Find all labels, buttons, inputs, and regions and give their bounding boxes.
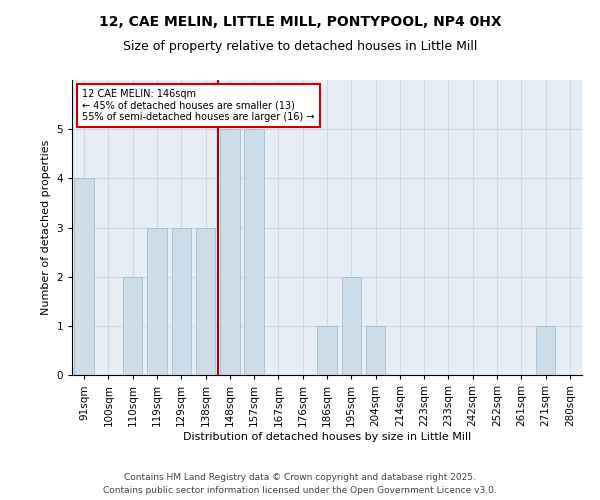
Y-axis label: Number of detached properties: Number of detached properties bbox=[41, 140, 51, 315]
Bar bbox=[196, 228, 215, 375]
Text: Contains HM Land Registry data © Crown copyright and database right 2025.
Contai: Contains HM Land Registry data © Crown c… bbox=[103, 474, 497, 495]
X-axis label: Distribution of detached houses by size in Little Mill: Distribution of detached houses by size … bbox=[183, 432, 471, 442]
Text: 12, CAE MELIN, LITTLE MILL, PONTYPOOL, NP4 0HX: 12, CAE MELIN, LITTLE MILL, PONTYPOOL, N… bbox=[98, 15, 502, 29]
Bar bbox=[244, 129, 264, 375]
Bar bbox=[74, 178, 94, 375]
Bar bbox=[341, 276, 361, 375]
Bar bbox=[317, 326, 337, 375]
Bar bbox=[536, 326, 555, 375]
Bar bbox=[147, 228, 167, 375]
Bar bbox=[220, 129, 239, 375]
Text: Size of property relative to detached houses in Little Mill: Size of property relative to detached ho… bbox=[123, 40, 477, 53]
Bar bbox=[172, 228, 191, 375]
Text: 12 CAE MELIN: 146sqm
← 45% of detached houses are smaller (13)
55% of semi-detac: 12 CAE MELIN: 146sqm ← 45% of detached h… bbox=[82, 89, 314, 122]
Bar bbox=[366, 326, 385, 375]
Bar bbox=[123, 276, 142, 375]
